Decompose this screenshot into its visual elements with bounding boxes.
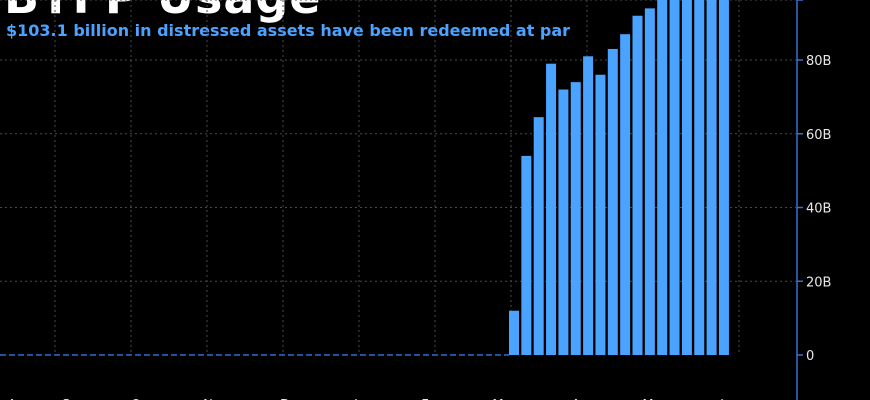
y-tick-label: 40B xyxy=(806,202,831,217)
chart-title: BTFP Usage xyxy=(4,0,322,24)
x-tick-label: N xyxy=(203,398,213,400)
bar xyxy=(583,56,594,355)
bar xyxy=(706,0,717,355)
bar xyxy=(657,0,668,355)
x-tick-label: J xyxy=(353,398,358,400)
bar xyxy=(521,155,532,355)
x-tick-label: A xyxy=(572,398,581,400)
bar xyxy=(718,0,729,355)
x-tick-label: A xyxy=(8,398,17,400)
bar xyxy=(620,34,631,355)
bar xyxy=(509,310,519,355)
bar xyxy=(669,0,680,355)
bar xyxy=(681,0,692,355)
x-tick-label: M xyxy=(492,398,503,400)
bar xyxy=(632,15,643,355)
y-tick-label: 20B xyxy=(806,275,831,290)
y-tick-label: 60B xyxy=(806,128,831,143)
bar xyxy=(644,8,655,355)
chart-subtitle: $103.1 billion in distressed assets have… xyxy=(6,21,571,40)
bar xyxy=(546,63,557,355)
bar xyxy=(570,82,581,355)
x-tick-label: J xyxy=(719,398,724,400)
x-tick-label: O xyxy=(131,398,141,400)
x-tick-label: F xyxy=(421,398,428,400)
y-tick-label: 0 xyxy=(806,349,814,364)
y-tick-label: 80B xyxy=(806,54,831,69)
bars xyxy=(0,0,729,356)
bar xyxy=(558,89,569,355)
x-tick-label: D xyxy=(280,398,290,400)
x-tick-label: M xyxy=(642,398,653,400)
x-axis: ASONDJFMAMJ xyxy=(8,398,724,400)
x-tick-label: S xyxy=(62,398,70,400)
bar xyxy=(694,0,705,355)
bar xyxy=(595,74,606,355)
bar xyxy=(533,117,544,355)
bar xyxy=(607,48,618,355)
y-axis: 0 20B 40B 60B 80B xyxy=(796,0,831,400)
